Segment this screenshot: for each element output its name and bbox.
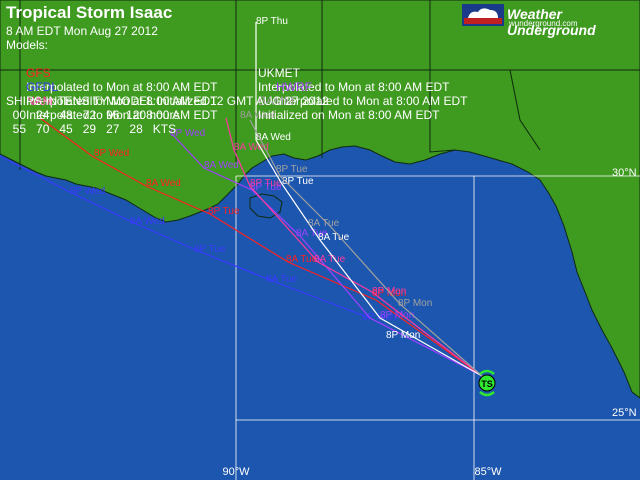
track-label-hwrf-1: 8A Tue xyxy=(296,228,328,239)
track-line-gfs xyxy=(39,117,483,377)
track-label-ukmet-0: 8P Mon xyxy=(386,330,420,341)
track-label-hwrf-0: 8P Mon xyxy=(380,310,414,321)
track-label-gfs-4: 8P Wed xyxy=(94,148,129,159)
track-label-nam-3: 8A Wed xyxy=(234,142,269,153)
lat-label-25n: 25°N xyxy=(612,407,637,419)
track-gfs: 8P Mon 8A Tue 8P Tue 8A Wed 8P Wed xyxy=(39,117,483,377)
track-line-nam xyxy=(225,117,483,377)
track-line-ukmet xyxy=(255,22,483,377)
track-label-ukmet-4: 8P Thu xyxy=(256,16,288,27)
storm-marker-circle xyxy=(478,374,496,392)
track-label-gfs-3: 8A Wed xyxy=(146,178,181,189)
track-label-bamm-1: 8A Tue xyxy=(308,218,340,229)
track-label-ukmet-1: 8A Tue xyxy=(318,232,350,243)
track-label-hwrf-3: 8A Wed xyxy=(204,160,239,171)
model-tracks: 8P Mon 8A Tue 8P Tue 8A Wed 8P Wed 8P Mon 8A T… xyxy=(0,16,483,377)
storm-marker: TS xyxy=(478,369,496,397)
track-label-gfdl-4: 8P Wed xyxy=(70,186,105,197)
track-label-gfs-0: 8P Mon xyxy=(372,288,406,299)
storm-marker-spiral-top xyxy=(479,369,495,375)
state-borders xyxy=(0,0,640,170)
track-label-gfdl-2: 8P Tue xyxy=(194,244,226,255)
track-label-gfdl-3: 8A Wed xyxy=(130,216,165,227)
track-label-gfdl-1: 8A Tue xyxy=(266,274,298,285)
track-line-hwrf xyxy=(171,133,483,377)
track-label-hwrf-4: 8P Wed xyxy=(170,128,205,139)
track-bamm: 8P Mon 8A Tue 8P Tue 8A Wed xyxy=(240,110,483,377)
lon-label-90w: 90°W xyxy=(222,466,250,478)
track-label-nam-1: 8A Tue xyxy=(314,254,346,265)
track-label-bamm-3: 8A Wed xyxy=(240,110,275,121)
track-label-bamm-2: 8P Tue xyxy=(276,164,308,175)
land-mass xyxy=(0,0,640,399)
lon-label-85w: 85°W xyxy=(474,466,502,478)
lat-lon-grid xyxy=(235,175,640,480)
track-label-ukmet-2: 8P Tue xyxy=(282,176,314,187)
track-label-ukmet-3: 8A Wed xyxy=(256,132,291,143)
track-label-nam-2: 8P Tue xyxy=(250,178,282,189)
track-label-hwrf-2: 8P Tue xyxy=(250,182,282,193)
track-label-gfs-1: 8A Tue xyxy=(286,254,318,265)
storm-marker-spiral xyxy=(479,391,495,397)
track-line-bamm xyxy=(249,119,483,377)
track-label-bamm-0: 8P Mon xyxy=(398,298,432,309)
track-hwrf: 8P Mon 8A Tue 8P Tue 8A Wed 8P Wed xyxy=(170,128,483,377)
track-label-gfs-2: 8P Tue xyxy=(208,206,240,217)
lat-label-30n: 30°N xyxy=(612,167,637,179)
track-ukmet: 8P Mon 8A Tue 8P Tue 8A Wed 8P Thu xyxy=(255,16,483,377)
storm-marker-label: TS xyxy=(481,379,493,389)
